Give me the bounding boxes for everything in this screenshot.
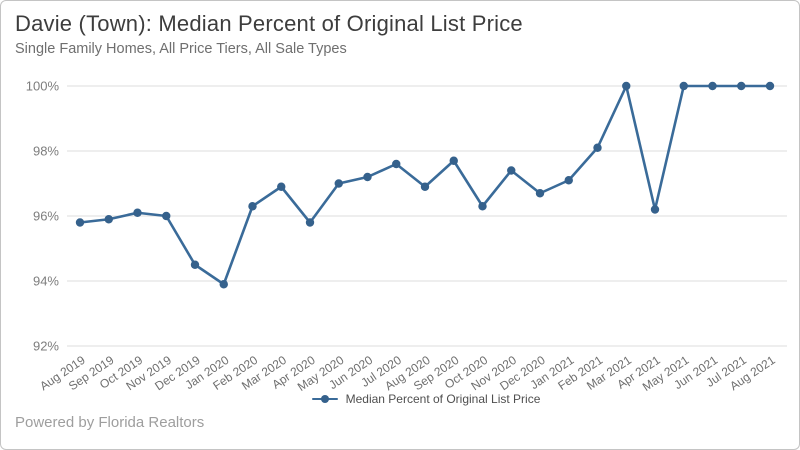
- data-point-marker[interactable]: [392, 159, 401, 169]
- data-point-marker[interactable]: [507, 166, 516, 175]
- data-point-marker[interactable]: [622, 81, 631, 91]
- legend-line-marker-swatch: [311, 395, 338, 404]
- data-point-marker[interactable]: [420, 182, 430, 191]
- data-point-marker[interactable]: [133, 208, 142, 217]
- data-point-marker[interactable]: [650, 205, 660, 214]
- data-point-marker[interactable]: [162, 211, 171, 221]
- y-tick-label: 100%: [26, 79, 60, 94]
- data-point-marker[interactable]: [765, 81, 775, 91]
- data-point-marker[interactable]: [219, 280, 228, 289]
- data-point-marker[interactable]: [708, 81, 717, 91]
- y-tick-label: 96%: [33, 209, 59, 224]
- data-point-marker[interactable]: [363, 172, 372, 182]
- data-point-marker[interactable]: [104, 215, 113, 224]
- powered-by-text: Powered by Florida Realtors: [15, 414, 205, 431]
- data-point-marker[interactable]: [248, 202, 257, 211]
- data-point-marker[interactable]: [75, 218, 85, 227]
- data-point-marker[interactable]: [679, 81, 688, 91]
- data-point-marker[interactable]: [334, 179, 343, 188]
- legend-label: Median Percent of Original List Price: [345, 392, 541, 406]
- data-point-marker[interactable]: [564, 176, 573, 185]
- data-point-marker[interactable]: [593, 143, 602, 152]
- chart-title: Davie (Town): Median Percent of Original…: [15, 11, 523, 36]
- legend-dot-icon: [320, 395, 329, 403]
- y-tick-label: 98%: [33, 144, 59, 159]
- data-point-marker[interactable]: [190, 260, 200, 269]
- legend[interactable]: Median Percent of Original List Price: [67, 392, 785, 406]
- y-tick-label: 94%: [33, 274, 59, 289]
- data-point-marker[interactable]: [305, 218, 315, 227]
- data-point-marker[interactable]: [535, 189, 545, 198]
- data-point-marker[interactable]: [737, 81, 746, 91]
- data-point-marker[interactable]: [478, 202, 487, 211]
- data-point-marker[interactable]: [449, 156, 458, 165]
- data-point-marker[interactable]: [277, 182, 286, 191]
- chart-subtitle: Single Family Homes, All Price Tiers, Al…: [15, 41, 347, 57]
- y-tick-label: 92%: [33, 339, 59, 354]
